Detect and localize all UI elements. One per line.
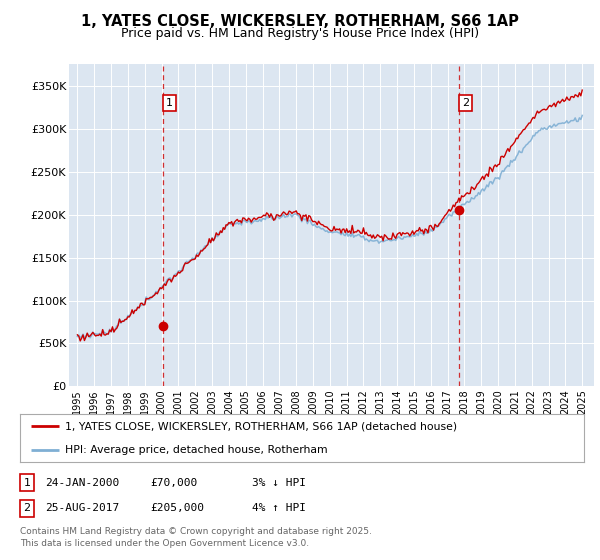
Text: 1: 1 [166, 98, 173, 108]
Text: £205,000: £205,000 [150, 503, 204, 514]
Text: 1, YATES CLOSE, WICKERSLEY, ROTHERHAM, S66 1AP: 1, YATES CLOSE, WICKERSLEY, ROTHERHAM, S… [81, 14, 519, 29]
Text: 1: 1 [23, 478, 31, 488]
Text: 4% ↑ HPI: 4% ↑ HPI [252, 503, 306, 514]
Text: 24-JAN-2000: 24-JAN-2000 [45, 478, 119, 488]
Text: £70,000: £70,000 [150, 478, 197, 488]
Text: Price paid vs. HM Land Registry's House Price Index (HPI): Price paid vs. HM Land Registry's House … [121, 27, 479, 40]
Text: HPI: Average price, detached house, Rotherham: HPI: Average price, detached house, Roth… [65, 445, 328, 455]
Text: 2: 2 [23, 503, 31, 514]
Text: 3% ↓ HPI: 3% ↓ HPI [252, 478, 306, 488]
Text: This data is licensed under the Open Government Licence v3.0.: This data is licensed under the Open Gov… [20, 539, 309, 548]
Text: 2: 2 [462, 98, 469, 108]
Text: Contains HM Land Registry data © Crown copyright and database right 2025.: Contains HM Land Registry data © Crown c… [20, 528, 371, 536]
Text: 1, YATES CLOSE, WICKERSLEY, ROTHERHAM, S66 1AP (detached house): 1, YATES CLOSE, WICKERSLEY, ROTHERHAM, S… [65, 421, 457, 431]
Text: 25-AUG-2017: 25-AUG-2017 [45, 503, 119, 514]
